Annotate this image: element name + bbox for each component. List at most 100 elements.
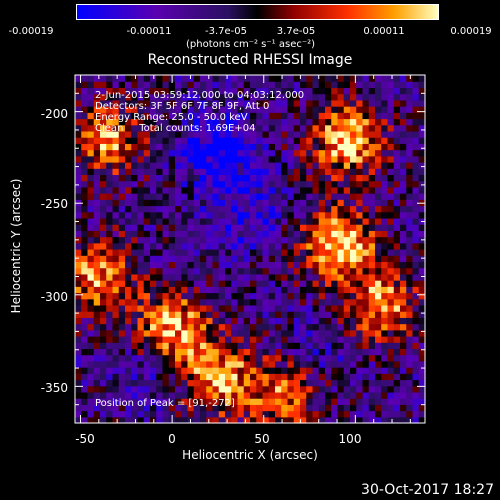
heatmap-cell [131, 317, 139, 325]
heatmap-cell [137, 354, 145, 362]
heatmap-cell [143, 267, 151, 275]
heatmap-cell [118, 385, 126, 393]
heatmap-cell [325, 93, 332, 101]
heatmap-cell [293, 137, 301, 144]
heatmap-cell [168, 404, 176, 412]
heatmap-cell [106, 404, 114, 412]
heatmap-cell [318, 168, 326, 176]
heatmap-cell [312, 323, 320, 331]
heatmap-cell [93, 311, 101, 318]
heatmap-cell [118, 410, 126, 418]
heatmap-cell [387, 180, 395, 188]
heatmap-cell [112, 242, 120, 250]
heatmap-cell [393, 162, 401, 169]
heatmap-cell [356, 124, 364, 132]
heatmap-cell [175, 130, 182, 138]
heatmap-cell [368, 162, 376, 169]
heatmap-cell [143, 416, 151, 424]
heatmap-cell [100, 168, 107, 176]
heatmap-cell [193, 329, 201, 337]
heatmap-cell [400, 75, 407, 82]
heatmap-cell [368, 75, 376, 82]
heatmap-cell [406, 81, 414, 89]
heatmap-cell [206, 280, 214, 287]
heatmap-cell [306, 242, 314, 250]
heatmap-cell [200, 304, 207, 312]
heatmap-cell [93, 93, 101, 101]
heatmap-cell [112, 280, 120, 287]
heatmap-cell [200, 174, 207, 182]
heatmap-cell [275, 249, 282, 256]
heatmap-cell [218, 292, 226, 300]
heatmap-cell [300, 99, 307, 107]
heatmap-cell [118, 379, 126, 387]
heatmap-cell [375, 317, 382, 325]
heatmap-cell [93, 224, 101, 231]
heatmap-cell [306, 273, 314, 281]
heatmap-cell [237, 143, 245, 151]
heatmap-cell [293, 236, 301, 244]
heatmap-cell [181, 416, 189, 424]
heatmap-cell [412, 112, 420, 120]
heatmap-cell [75, 249, 82, 256]
heatmap-cell [125, 168, 132, 176]
heatmap-cell [112, 304, 120, 312]
heatmap-cell [368, 379, 376, 387]
heatmap-cell [368, 267, 376, 275]
heatmap-cell [150, 118, 157, 126]
heatmap-cell [100, 236, 107, 244]
heatmap-cell [262, 379, 270, 387]
heatmap-cell [250, 354, 257, 362]
heatmap-cell [381, 398, 389, 405]
heatmap-cell [400, 329, 407, 337]
heatmap-cell [93, 379, 101, 387]
heatmap-cell [168, 342, 176, 350]
heatmap-cell [168, 329, 176, 337]
heatmap-cell [200, 81, 207, 89]
heatmap-cell [75, 143, 82, 151]
heatmap-cell [331, 379, 339, 387]
heatmap-cell [306, 286, 314, 294]
heatmap-cell [150, 155, 157, 163]
heatmap-cell [100, 118, 107, 126]
heatmap-cell [200, 323, 207, 331]
heatmap-cell [250, 112, 257, 120]
heatmap-cell [350, 255, 357, 263]
heatmap-cell [400, 230, 407, 238]
heatmap-cell [118, 336, 126, 343]
heatmap-cell [375, 336, 382, 343]
heatmap-cell [312, 193, 320, 200]
heatmap-cell [168, 118, 176, 126]
heatmap-cell [268, 186, 276, 194]
heatmap-cell [381, 273, 389, 281]
heatmap-cell [331, 112, 339, 120]
heatmap-cell [143, 236, 151, 244]
heatmap-cell [325, 81, 332, 89]
heatmap-cell [350, 143, 357, 151]
heatmap-cell [275, 130, 282, 138]
heatmap-cell [275, 391, 282, 399]
heatmap-cell [262, 81, 270, 89]
heatmap-cell [237, 99, 245, 107]
heatmap-cell [300, 130, 307, 138]
heatmap-cell [150, 93, 157, 101]
heatmap-cell [212, 149, 220, 157]
heatmap-cell [381, 155, 389, 163]
heatmap-cell [393, 410, 401, 418]
heatmap-cell [412, 323, 420, 331]
heatmap-cell [187, 155, 195, 163]
heatmap-cell [350, 162, 357, 169]
heatmap-cell [218, 236, 226, 244]
heatmap-cell [100, 367, 107, 374]
heatmap-cell [187, 311, 195, 318]
heatmap-cell [325, 124, 332, 132]
heatmap-cell [131, 199, 139, 207]
heatmap-cell [106, 273, 114, 281]
heatmap-cell [93, 391, 101, 399]
heatmap-cell [206, 317, 214, 325]
heatmap-cell [356, 193, 364, 200]
heatmap-cell [137, 224, 145, 231]
heatmap-cell [250, 379, 257, 387]
heatmap-cell [187, 224, 195, 231]
heatmap-cell [262, 348, 270, 356]
